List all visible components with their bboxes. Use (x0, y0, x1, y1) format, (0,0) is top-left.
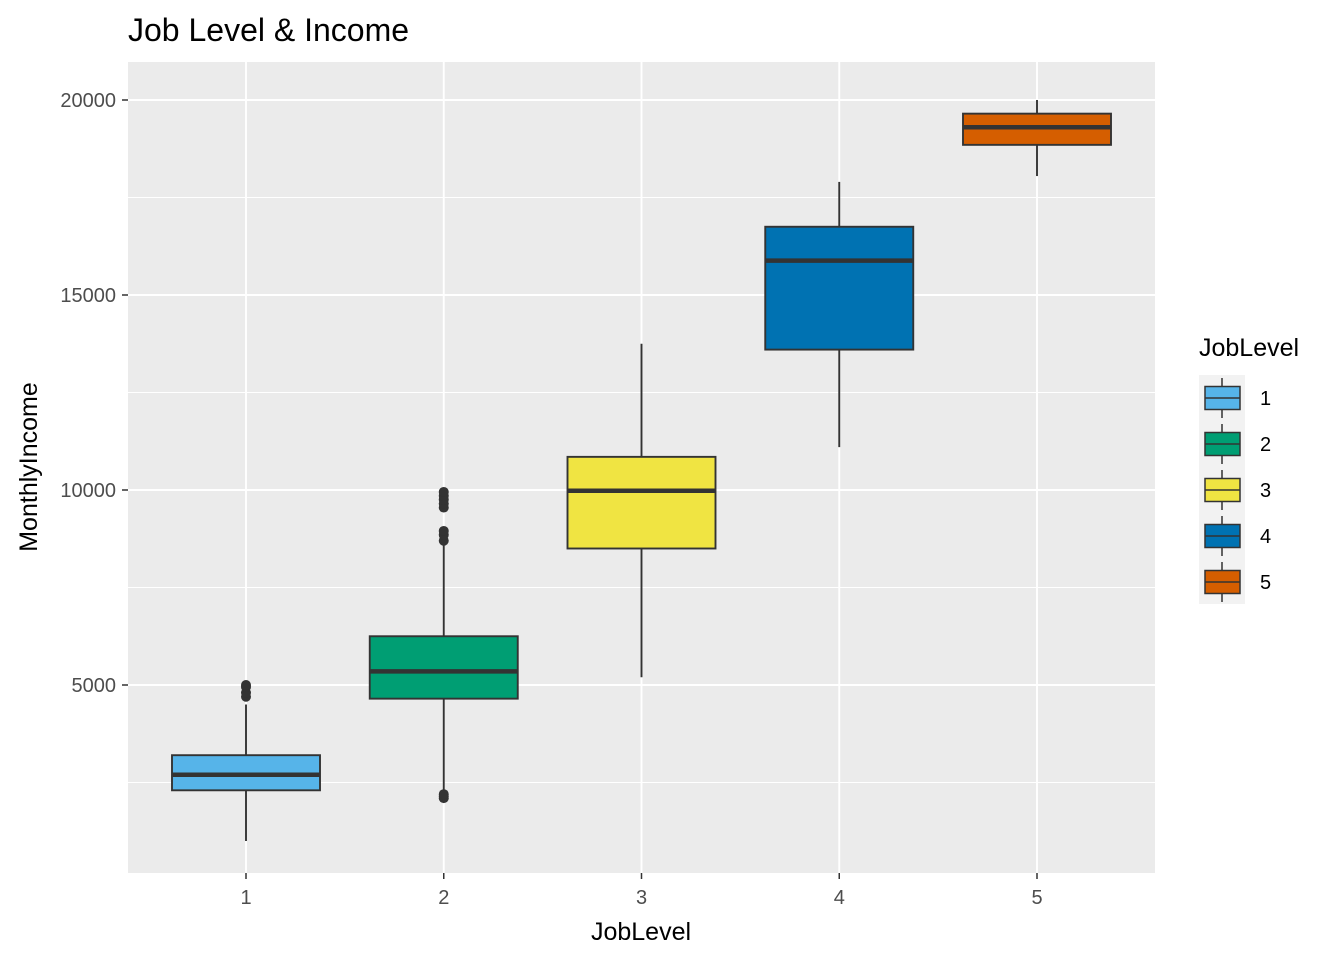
x-tick-label: 1 (240, 887, 251, 909)
legend-label: 1 (1260, 388, 1271, 410)
x-tick-label: 3 (636, 887, 647, 909)
x-axis-title: JobLevel (591, 918, 691, 946)
legend-item-3: 3 (1204, 470, 1271, 510)
box-iqr (368, 635, 519, 700)
box-iqr (566, 455, 717, 550)
box-iqr (764, 225, 915, 351)
legend-item-2: 2 (1204, 424, 1271, 464)
legend-title: JobLevel (1199, 334, 1299, 362)
legend: JobLevel 1 2 3 4 5 (1199, 334, 1299, 604)
y-tick-label: 20000 (60, 90, 116, 112)
y-tick-label: 5000 (72, 675, 117, 697)
legend-item-5: 5 (1204, 562, 1271, 602)
chart-title: Job Level & Income (128, 12, 409, 48)
legend-item-4: 4 (1204, 516, 1271, 556)
boxplot-level-1 (171, 680, 321, 841)
y-tick-label: 15000 (60, 285, 116, 307)
outlier-point (438, 486, 449, 497)
x-tick-label: 4 (834, 887, 845, 909)
y-tick-label: 10000 (60, 480, 116, 502)
boxplot-level-5 (962, 100, 1112, 177)
legend-label: 3 (1260, 480, 1271, 502)
boxplot-level-4 (764, 181, 915, 448)
outlier-point (438, 789, 449, 800)
boxplots (171, 100, 1112, 841)
x-tick-label: 2 (438, 887, 449, 909)
legend-label: 5 (1260, 572, 1271, 594)
y-axis-title: MonthlyIncome (15, 382, 43, 552)
legend-label: 4 (1260, 526, 1271, 548)
x-tick-label: 5 (1031, 887, 1042, 909)
boxplot-level-2 (368, 486, 519, 804)
axes: 5000 10000 15000 20000 1 2 3 4 5 (60, 90, 1042, 909)
outlier-point (438, 525, 449, 536)
boxplot-level-3 (566, 343, 717, 678)
legend-label: 2 (1260, 434, 1271, 456)
legend-item-1: 1 (1204, 378, 1271, 418)
outlier-point (241, 680, 251, 690)
